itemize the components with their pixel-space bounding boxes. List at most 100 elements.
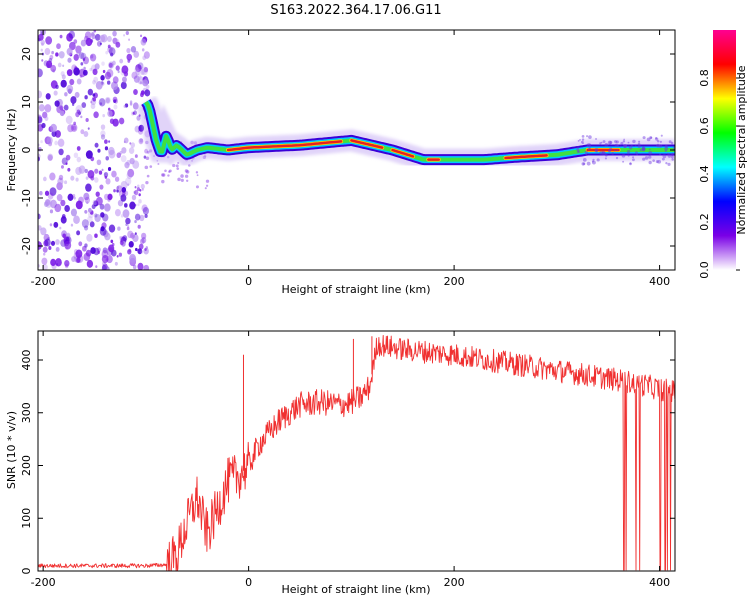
noise-blob xyxy=(38,104,45,112)
scatter-dot xyxy=(621,153,626,158)
noise-blob xyxy=(95,196,103,206)
scatter-dot xyxy=(599,142,602,145)
noise-blob xyxy=(89,67,93,72)
noise-blob xyxy=(101,168,104,172)
noise-blob xyxy=(100,124,106,130)
noise-blob xyxy=(99,42,102,46)
scatter-dot xyxy=(616,149,619,152)
scatter-dot xyxy=(576,148,580,152)
noise-blob xyxy=(107,197,111,202)
noise-blob xyxy=(64,205,70,213)
scatter-dot xyxy=(588,143,592,146)
noise-blob xyxy=(117,199,124,207)
scatter-dot xyxy=(644,156,649,160)
scatter-dot xyxy=(641,147,646,152)
noise-blob xyxy=(142,207,149,215)
scatter-dot xyxy=(586,161,591,166)
noise-blob xyxy=(107,167,112,172)
noise-blob xyxy=(47,153,54,161)
noise-blob xyxy=(38,116,43,124)
noise-blob xyxy=(92,93,96,97)
noise-blob xyxy=(65,154,71,161)
y-tick-label: 10 xyxy=(20,95,33,109)
noise-blob xyxy=(100,134,106,140)
colorbar-label: Normalized spectral amplitude xyxy=(735,65,748,234)
noise-blob xyxy=(40,48,43,52)
noise-blob xyxy=(112,60,116,66)
noise-blob xyxy=(120,180,128,190)
noise-blob xyxy=(99,102,103,106)
noise-dot xyxy=(175,164,179,168)
noise-blob xyxy=(137,262,144,270)
noise-blob xyxy=(127,59,131,63)
colorbar-tick-label: 0.4 xyxy=(698,165,711,183)
scatter-dot xyxy=(652,159,655,162)
scatter-dot xyxy=(667,154,672,158)
scatter-dot xyxy=(668,140,672,144)
noise-blob xyxy=(137,62,144,70)
noise-blob xyxy=(140,38,147,46)
noise-blob xyxy=(67,167,71,172)
noise-blob xyxy=(44,238,51,247)
y-tick-label: 0 xyxy=(20,147,33,154)
noise-dot xyxy=(204,187,207,190)
noise-blob xyxy=(55,84,59,89)
noise-blob xyxy=(131,194,137,201)
noise-blob xyxy=(38,33,44,41)
noise-blob xyxy=(108,244,115,253)
scatter-dot xyxy=(646,137,651,142)
noise-blob xyxy=(137,248,143,255)
noise-blob xyxy=(95,191,100,197)
snr-y-ticks: 0 100 200 300 400 xyxy=(20,350,675,575)
noise-blob xyxy=(141,66,149,76)
noise-blob xyxy=(98,98,106,107)
y-tick-label: 100 xyxy=(20,508,33,529)
noise-blob xyxy=(70,175,75,181)
scatter-dot xyxy=(614,143,618,147)
noise-blob xyxy=(38,213,41,220)
noise-blob xyxy=(94,233,98,238)
noise-dot xyxy=(161,173,165,177)
noise-dot xyxy=(177,177,181,182)
scatter-dot xyxy=(594,149,597,152)
noise-blob xyxy=(102,69,106,74)
noise-blob xyxy=(89,53,97,62)
noise-blob xyxy=(141,188,144,191)
noise-blob xyxy=(143,264,150,270)
noise-blob xyxy=(107,44,111,49)
noise-blob xyxy=(125,30,129,36)
noise-blob xyxy=(72,194,76,198)
noise-blob xyxy=(128,38,131,41)
noise-blob xyxy=(83,225,89,231)
noise-blob xyxy=(108,149,116,159)
spectrogram-x-label: Height of straight line (km) xyxy=(281,283,430,296)
y-tick-label: 200 xyxy=(20,455,33,476)
noise-blob xyxy=(104,146,109,151)
scatter-dot xyxy=(614,140,617,143)
noise-dot xyxy=(168,170,171,173)
noise-blob xyxy=(65,115,73,125)
scatter-dot xyxy=(657,159,662,164)
colorbar-tick-label: 0.8 xyxy=(698,69,711,87)
snr-line xyxy=(38,334,675,571)
noise-blob xyxy=(58,148,64,156)
noise-blob xyxy=(59,226,62,230)
noise-blob xyxy=(84,168,88,174)
scatter-dot xyxy=(604,157,607,160)
noise-dot xyxy=(161,179,165,184)
scatter-dot xyxy=(635,151,638,154)
scatter-dot xyxy=(632,139,636,144)
noise-blob xyxy=(56,43,61,50)
scatter-dot xyxy=(626,149,631,154)
noise-blob xyxy=(76,78,82,85)
scatter-dot xyxy=(592,160,596,165)
noise-blob xyxy=(79,74,83,78)
noise-blob xyxy=(50,258,57,267)
noise-blob xyxy=(70,123,78,132)
scatter-dot xyxy=(629,162,632,166)
scatter-dot xyxy=(609,140,613,144)
x-tick-label: -200 xyxy=(31,576,56,589)
noise-dot xyxy=(172,163,176,168)
noise-blob xyxy=(132,234,139,243)
noise-blob xyxy=(123,104,126,108)
